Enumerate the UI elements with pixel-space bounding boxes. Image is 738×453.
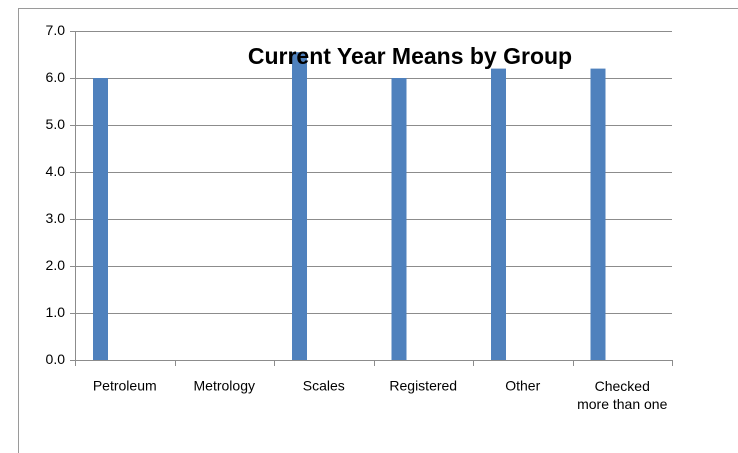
y-tick-label: 5.0 <box>46 116 66 132</box>
x-tick-label: Metrology <box>194 378 255 394</box>
x-tick-label: Petroleum <box>93 378 157 394</box>
bar <box>292 52 307 361</box>
y-tick-label: 7.0 <box>46 22 66 38</box>
y-tick-label: 2.0 <box>46 257 66 273</box>
y-tick-label: 4.0 <box>46 163 66 179</box>
bar <box>590 68 606 360</box>
y-tick-label: 1.0 <box>46 304 66 320</box>
y-tick-label: 6.0 <box>46 69 66 85</box>
y-tick-label: 3.0 <box>46 210 66 226</box>
bar <box>93 78 108 360</box>
x-tick-label: Checked more than one <box>577 378 667 412</box>
bar <box>491 68 506 360</box>
x-tick-label: Other <box>505 378 540 394</box>
y-tick-label: 0.0 <box>46 351 66 367</box>
x-tick-label: Registered <box>389 378 457 394</box>
bar <box>391 78 407 360</box>
chart-title: Current Year Means by Group <box>248 43 572 69</box>
x-tick-label: Scales <box>303 378 345 394</box>
